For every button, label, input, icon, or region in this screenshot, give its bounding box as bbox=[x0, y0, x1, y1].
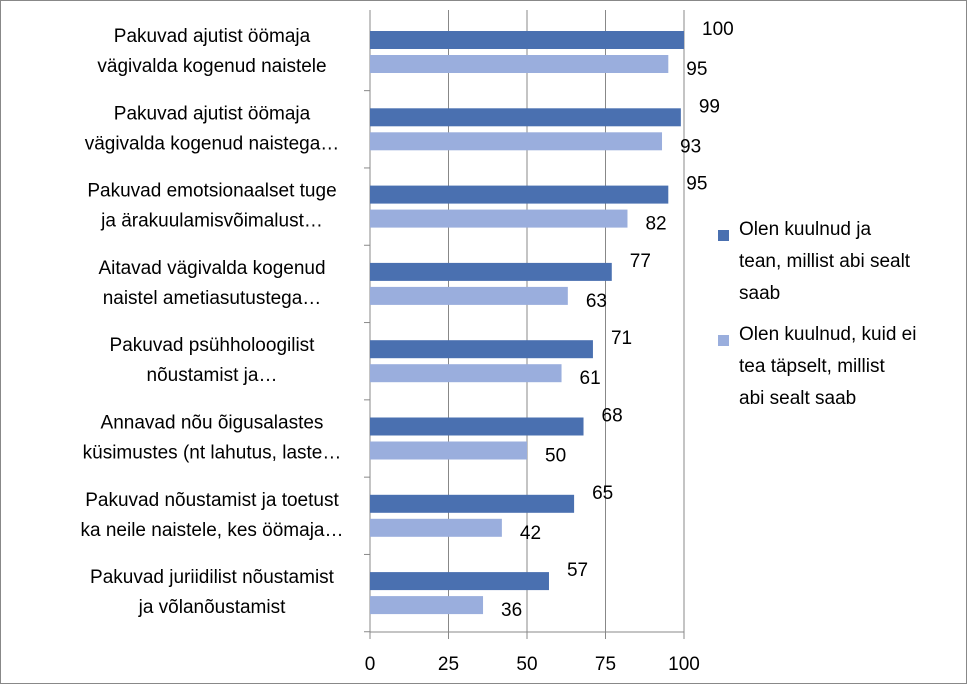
bar bbox=[370, 340, 593, 359]
value-label: 42 bbox=[520, 523, 541, 544]
bar bbox=[370, 572, 549, 591]
value-label: 95 bbox=[686, 59, 707, 80]
value-label: 57 bbox=[567, 560, 588, 581]
value-label: 82 bbox=[645, 214, 666, 235]
bar bbox=[370, 31, 684, 49]
bar bbox=[370, 441, 527, 460]
value-label: 95 bbox=[686, 174, 707, 195]
value-label: 50 bbox=[545, 446, 566, 467]
bar bbox=[370, 364, 562, 383]
x-tick-label: 50 bbox=[516, 654, 537, 675]
y-tick-label: Pakuvad nõustamist ja toetust ka neile na… bbox=[81, 490, 344, 541]
x-tick-label: 0 bbox=[365, 654, 376, 675]
bar bbox=[370, 108, 681, 127]
value-label: 100 bbox=[702, 19, 734, 40]
bar bbox=[370, 185, 669, 204]
y-tick-label: Pakuvad ajutist öömaja vägivalda kogenud … bbox=[85, 103, 340, 154]
bar bbox=[370, 494, 575, 513]
value-label: 68 bbox=[602, 406, 623, 427]
legend-swatch bbox=[718, 230, 729, 241]
bar bbox=[370, 209, 628, 228]
y-tick-label: Pakuvad emotsionaalset tuge ja ärakuulami… bbox=[87, 181, 336, 232]
legend-label: Olen kuulnud, kuid ei tea täpselt, millis… bbox=[739, 324, 916, 409]
value-label: 99 bbox=[699, 96, 720, 117]
bar bbox=[370, 518, 502, 537]
value-label: 77 bbox=[630, 251, 651, 272]
y-tick-label: Pakuvad psühholoogilist nõustamist ja… bbox=[110, 335, 316, 386]
x-tick-label: 100 bbox=[668, 654, 700, 675]
bar bbox=[370, 262, 612, 281]
bar bbox=[370, 286, 568, 305]
value-label: 61 bbox=[580, 368, 601, 389]
y-tick-label: Annavad nõu õigusalastes küsimustes (nt l… bbox=[83, 413, 342, 464]
bar bbox=[370, 596, 484, 615]
x-tick-label: 25 bbox=[438, 654, 459, 675]
y-tick-label: Pakuvad juriidilist nõustamist ja võlanõu… bbox=[90, 567, 335, 618]
legend-label: Olen kuulnud ja tean, millist abi sealt sa… bbox=[739, 219, 911, 304]
value-label: 93 bbox=[680, 136, 701, 157]
bar bbox=[370, 132, 663, 151]
y-tick-label: Aitavad vägivalda kogenud naistel ametias… bbox=[98, 258, 325, 309]
y-tick-label: Pakuvad ajutist öömaja vägivalda kogenud … bbox=[97, 26, 326, 77]
value-label: 63 bbox=[586, 291, 607, 312]
legend-swatch bbox=[718, 335, 729, 346]
bar bbox=[370, 55, 669, 73]
value-label: 36 bbox=[501, 600, 522, 621]
value-label: 65 bbox=[592, 483, 613, 504]
value-label: 71 bbox=[611, 328, 632, 349]
bar bbox=[370, 417, 584, 436]
x-tick-label: 75 bbox=[595, 654, 616, 675]
